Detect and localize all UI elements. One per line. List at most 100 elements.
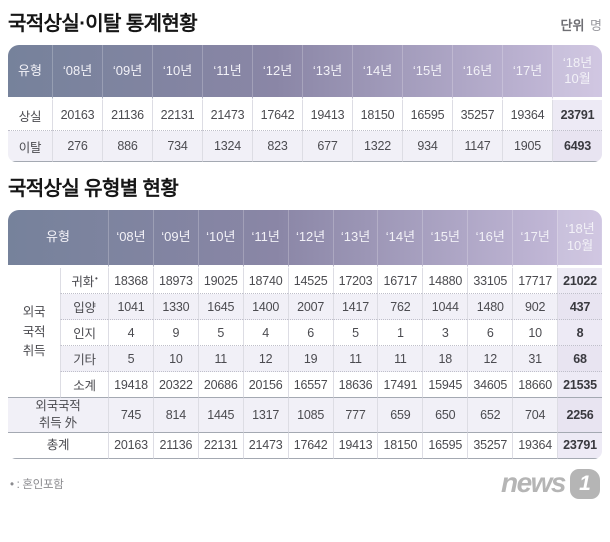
year-header-cell: ‘13년 [332, 210, 378, 268]
data-cell: 19 [287, 346, 333, 372]
news1-logo-text: news [500, 466, 567, 498]
data-cell: 17642 [287, 432, 333, 459]
data-cell: 437 [557, 294, 602, 320]
data-cell: 16595 [402, 100, 452, 131]
table-row: 외국 국적 취득 귀화• 18368 18973 19025 18740 14525 1720… [8, 268, 602, 398]
data-cell: 276 [52, 131, 102, 162]
data-cell: 6 [467, 320, 513, 346]
year-header-cell: ‘10년 [197, 210, 243, 268]
data-cell: 3 [422, 320, 468, 346]
news1-logo: news 1 [500, 466, 600, 499]
data-cell: 1324 [202, 131, 252, 162]
unit-note: 단위 명 [560, 15, 602, 36]
data-cell: 68 [557, 346, 602, 372]
data-cell: 1041 [108, 294, 153, 320]
table-row: 소계 19418 20322 20686 20156 16557 18636 17491 159… [8, 372, 602, 398]
footnote-mark: • [95, 273, 98, 283]
table2-title: 국적상실 유형별 현황 [8, 178, 179, 200]
row-label: 인지 [60, 320, 109, 346]
data-cell: 16717 [377, 268, 423, 294]
data-cell: 1480 [467, 294, 513, 320]
data-cell: 35257 [452, 100, 502, 131]
data-cell: 886 [102, 131, 152, 162]
data-cell: 18740 [242, 268, 288, 294]
data-cell: 1147 [452, 131, 502, 162]
data-cell: 1317 [242, 398, 288, 433]
data-cell: 17203 [332, 268, 378, 294]
data-cell: 1445 [197, 398, 243, 433]
header-row: 유형 ‘08년 ‘09년 ‘10년 ‘11년 ‘12년 ‘13년 ‘14년 ‘15년 ‘16년 ‘1… [8, 45, 602, 100]
data-cell: 734 [152, 131, 202, 162]
data-cell: 33105 [467, 268, 513, 294]
year-header-cell: ‘18년 10월 [557, 210, 602, 268]
data-cell: 652 [467, 398, 513, 433]
data-cell: 22131 [152, 100, 202, 131]
data-cell: 20322 [152, 372, 198, 398]
data-cell: 35257 [467, 432, 513, 459]
table-row: 상실 20163 21136 22131 21473 17642 19413 18150 165… [8, 100, 602, 131]
table-row: 기타 5 10 11 12 19 11 11 18 12 31 68 [8, 346, 602, 372]
table1-title: 국적상실·이탈 통계현황 [8, 13, 198, 35]
year-header-cell: ‘09년 [102, 45, 152, 100]
year-header-cell: ‘11년 [242, 210, 288, 268]
data-cell: 934 [402, 131, 452, 162]
data-cell: 11 [197, 346, 243, 372]
data-cell: 659 [377, 398, 423, 433]
year-header-cell: ‘09년 [152, 210, 198, 268]
year-header-cell: ‘14년 [377, 210, 423, 268]
data-cell: 21022 [557, 268, 602, 294]
table-row: 외국국적 취득 外 745 814 1445 1317 1085 777 659 650 652 7… [8, 398, 602, 433]
data-cell: 11 [377, 346, 423, 372]
row-label: 상실 [8, 100, 52, 131]
year-header-cell: ‘08년 [52, 45, 102, 100]
header-row: 유형 ‘08년 ‘09년 ‘10년 ‘11년 ‘12년 ‘13년 ‘14년 ‘15년 ‘16년 ‘1… [8, 210, 602, 268]
table-row: 입양 1041 1330 1645 1400 2007 1417 762 1044 1480 902… [8, 294, 602, 320]
data-cell: 21136 [102, 100, 152, 131]
row-label: 소계 [60, 372, 109, 398]
data-cell: 823 [252, 131, 302, 162]
year-header-cell: ‘12년 [252, 45, 302, 100]
summary-label-cell: 외국국적 취득 外 [8, 398, 109, 433]
footer: • : 혼인포함 news 1 [8, 466, 602, 499]
year-header-cell: ‘12년 [287, 210, 333, 268]
data-cell: 20156 [242, 372, 288, 398]
data-cell: 21136 [152, 432, 198, 459]
table-row: 인지 4 9 5 4 6 5 1 3 6 10 8 [8, 320, 602, 346]
data-cell: 19364 [502, 100, 552, 131]
year-header-cell: ‘17년 [502, 45, 552, 100]
loss-renunciation-table: 유형 ‘08년 ‘09년 ‘10년 ‘11년 ‘12년 ‘13년 ‘14년 ‘15년 ‘16년 ‘1… [8, 45, 602, 162]
data-cell: 777 [332, 398, 378, 433]
data-cell: 21473 [202, 100, 252, 131]
data-cell: 14880 [422, 268, 468, 294]
data-cell: 2256 [557, 398, 602, 433]
data-cell: 19418 [108, 372, 153, 398]
row-label: 귀화• [60, 268, 109, 294]
year-header-cell: ‘16년 [452, 45, 502, 100]
data-cell: 31 [512, 346, 558, 372]
data-cell: 23791 [557, 432, 602, 459]
data-cell: 18636 [332, 372, 378, 398]
data-cell: 19364 [512, 432, 558, 459]
data-cell: 16595 [422, 432, 468, 459]
data-cell: 1 [377, 320, 423, 346]
year-header-cell: ‘14년 [352, 45, 402, 100]
data-cell: 9 [152, 320, 198, 346]
data-cell: 17717 [512, 268, 558, 294]
data-cell: 20163 [108, 432, 153, 459]
data-cell: 18973 [152, 268, 198, 294]
data-cell: 34605 [467, 372, 513, 398]
data-cell: 15945 [422, 372, 468, 398]
data-cell: 18150 [352, 100, 402, 131]
unit-value: 명 [590, 18, 602, 33]
data-cell: 1330 [152, 294, 198, 320]
year-header-cell: ‘13년 [302, 45, 352, 100]
unit-label: 단위 [560, 18, 585, 33]
data-cell: 20163 [52, 100, 102, 131]
data-cell: 814 [152, 398, 198, 433]
year-header-cell: ‘18년 10월 [552, 45, 602, 100]
data-cell: 10 [512, 320, 558, 346]
data-cell: 1905 [502, 131, 552, 162]
row-label: 이탈 [8, 131, 52, 162]
data-cell: 4 [108, 320, 153, 346]
